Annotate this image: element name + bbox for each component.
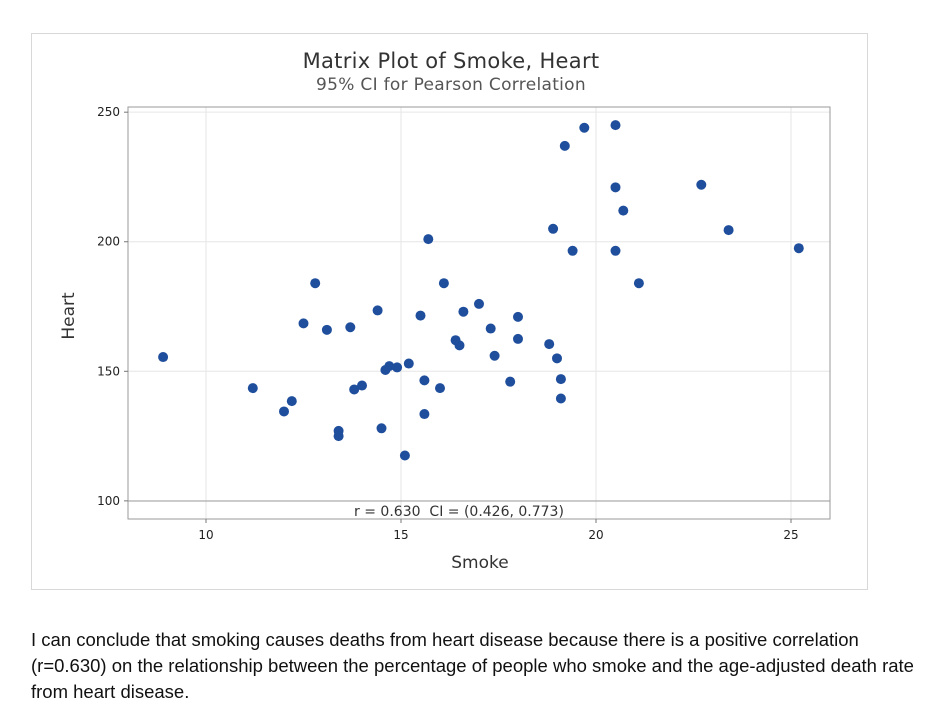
- x-axis-label: Smoke: [451, 553, 508, 573]
- scatter-point: [489, 350, 500, 361]
- scatter-point: [392, 362, 403, 373]
- scatter-point: [458, 306, 469, 317]
- chart-title: Matrix Plot of Smoke, Heart: [303, 49, 600, 73]
- scatter-point: [544, 339, 555, 350]
- scatter-plot: Matrix Plot of Smoke, Heart 95% CI for P…: [59, 49, 831, 573]
- scatter-point: [633, 278, 644, 289]
- scatter-point: [399, 450, 410, 461]
- x-tick-label: 10: [198, 528, 213, 542]
- y-tick-label: 150: [97, 364, 120, 378]
- scatter-point: [279, 406, 289, 417]
- scatter-point: [696, 179, 707, 190]
- scatter-point: [403, 358, 414, 369]
- scatter-point: [415, 310, 426, 321]
- y-tick-label: 100: [97, 494, 120, 508]
- x-tick-label: 25: [783, 528, 798, 542]
- scatter-point: [567, 245, 578, 256]
- scatter-point: [321, 324, 332, 335]
- scatter-point: [423, 234, 434, 245]
- scatter-point: [419, 409, 430, 420]
- data-points: [158, 120, 804, 461]
- scatter-point: [474, 298, 484, 309]
- scatter-point: [345, 322, 356, 333]
- scatter-point: [610, 245, 621, 256]
- scatter-point: [793, 243, 804, 254]
- scatter-point: [555, 374, 566, 385]
- scatter-point: [559, 140, 570, 151]
- scatter-point: [372, 305, 383, 316]
- scatter-point: [247, 383, 258, 394]
- scatter-point: [485, 323, 496, 334]
- scatter-point: [298, 318, 309, 329]
- scatter-point: [310, 278, 321, 289]
- scatter-point: [454, 340, 465, 351]
- plot-area: [127, 106, 831, 520]
- axis-ticks: 10 15 20 25 100 150 200 250: [97, 105, 799, 542]
- scatter-point: [555, 393, 566, 404]
- scatter-point: [579, 122, 590, 133]
- scatter-point: [384, 361, 395, 372]
- scatter-point: [610, 120, 621, 131]
- scatter-point: [618, 205, 629, 216]
- scatter-point: [723, 225, 734, 236]
- scatter-point: [552, 353, 562, 364]
- chart-panel: Matrix Plot of Smoke, Heart 95% CI for P…: [31, 33, 868, 590]
- y-axis-label: Heart: [59, 292, 79, 340]
- y-tick-label: 200: [97, 235, 120, 249]
- scatter-point: [357, 380, 367, 391]
- scatter-point: [513, 311, 523, 322]
- correlation-label: r = 0.630 CI = (0.426, 0.773): [354, 504, 564, 520]
- x-tick-label: 15: [393, 528, 408, 542]
- scatter-point: [438, 278, 449, 289]
- conclusion-paragraph: I can conclude that smoking causes death…: [31, 629, 914, 702]
- x-tick-label: 20: [588, 528, 603, 542]
- gridlines: [128, 107, 830, 519]
- scatter-point: [286, 396, 297, 407]
- scatter-point: [349, 384, 360, 395]
- scatter-point: [158, 352, 169, 363]
- scatter-point: [333, 431, 344, 442]
- scatter-point: [505, 376, 516, 387]
- scatter-point: [435, 383, 445, 394]
- scatter-point: [610, 182, 621, 193]
- scatter-point: [419, 375, 430, 386]
- scatter-point: [513, 333, 523, 344]
- scatter-point: [548, 223, 559, 234]
- scatter-point: [376, 423, 387, 434]
- chart-subtitle: 95% CI for Pearson Correlation: [316, 75, 586, 95]
- y-tick-label: 250: [97, 105, 120, 119]
